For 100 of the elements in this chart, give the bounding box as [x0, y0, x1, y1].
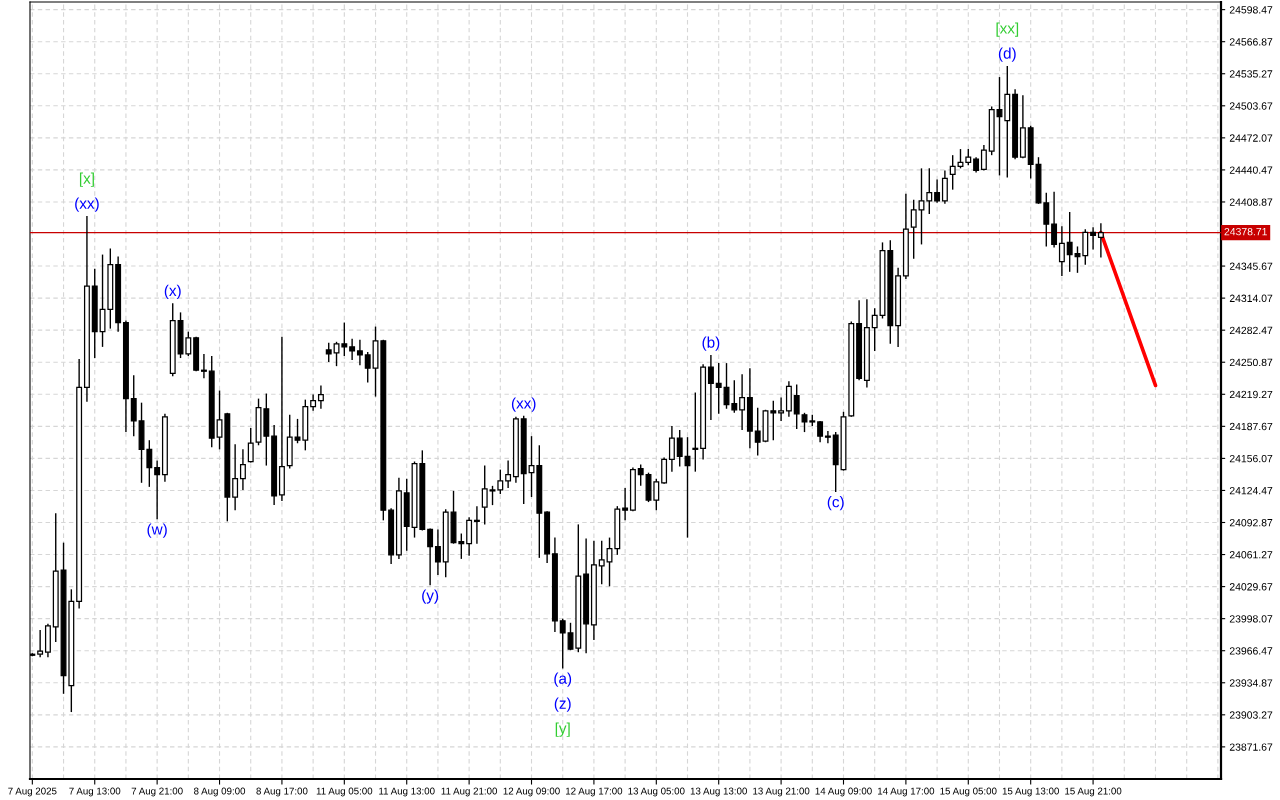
x-tick-label: 15 Aug 05:00: [940, 787, 997, 797]
annotation: (z): [554, 697, 571, 712]
candlestick: [793, 383, 800, 430]
x-tick-label: 11 Aug 13:00: [379, 787, 435, 797]
candlestick: [1090, 226, 1097, 251]
annotation: (c): [827, 496, 844, 511]
candlestick: [949, 154, 956, 191]
y-tick-label: 24598.47: [1229, 6, 1273, 14]
annotation: (d): [998, 47, 1016, 62]
candlestick: [559, 618, 566, 670]
candlestick: [466, 516, 473, 557]
candlestick: [239, 448, 246, 491]
candlestick: [1097, 222, 1104, 259]
x-tick-label: 13 Aug 21:00: [753, 787, 810, 797]
candlestick: [130, 374, 137, 437]
candlestick: [356, 339, 363, 366]
x-tick-label: 13 Aug 13:00: [690, 787, 747, 797]
y-tick-label: 24092.87: [1229, 519, 1273, 527]
annotation: (w): [147, 523, 167, 538]
y-tick-label: 23871.67: [1229, 743, 1273, 751]
candlestick: [637, 463, 644, 487]
candlestick: [918, 167, 925, 246]
candlestick: [317, 384, 324, 410]
x-tick-label: 14 Aug 09:00: [815, 787, 872, 797]
candlestick: [715, 362, 722, 415]
candlestick: [427, 527, 434, 586]
y-tick-label: 24124.47: [1229, 486, 1273, 495]
candlestick: [926, 167, 933, 215]
x-tick-label: 11 Aug 05:00: [316, 787, 373, 797]
candlestick: [739, 373, 746, 431]
annotation: [xx]: [996, 22, 1019, 37]
x-tick-label: 12 Aug 09:00: [503, 787, 560, 797]
y-tick-label: 24061.27: [1229, 551, 1273, 559]
y-tick-label: 24282.47: [1229, 326, 1273, 335]
y-tick-label: 24566.87: [1229, 38, 1273, 46]
candlestick: [676, 429, 683, 468]
x-tick-label: 15 Aug 13:00: [1002, 787, 1059, 797]
x-tick-label: 11 Aug 21:00: [441, 787, 498, 797]
y-tick-label: 24314.07: [1229, 294, 1273, 302]
annotation: (b): [702, 336, 720, 351]
annotation: (y): [422, 589, 439, 604]
candlestick: [778, 396, 785, 422]
y-tick-label: 24187.67: [1229, 422, 1273, 431]
y-tick-label: 24472.07: [1229, 134, 1273, 142]
x-tick-label: 12 Aug 17:00: [566, 787, 623, 797]
ref-line-label: 24378.71: [1224, 227, 1267, 236]
candlestick: [481, 464, 488, 526]
candlestick: [364, 351, 371, 384]
annotation: [x]: [79, 172, 94, 187]
candlestick: [980, 144, 987, 172]
candlestick: [1043, 192, 1050, 248]
y-tick-label: 24440.47: [1229, 166, 1273, 174]
candlestick: [653, 478, 660, 511]
x-tick-label: 8 Aug 09:00: [194, 787, 246, 797]
x-tick-label: 14 Aug 17:00: [877, 787, 935, 797]
candlestick: [731, 379, 738, 414]
candlestick: [1082, 228, 1089, 266]
y-tick-label: 23998.07: [1229, 615, 1273, 623]
y-tick-label: 24029.67: [1229, 583, 1273, 591]
candlestick: [1058, 225, 1065, 277]
y-tick-label: 24503.67: [1229, 102, 1273, 110]
candlestick: [824, 430, 831, 444]
y-tick-label: 24535.27: [1229, 70, 1273, 78]
candlestick: [934, 178, 941, 204]
candlestick: [505, 459, 512, 489]
candlestick: [247, 427, 254, 464]
y-tick-label: 23903.27: [1229, 711, 1273, 719]
candlestick: [692, 391, 699, 473]
candlestick: [232, 443, 239, 511]
candlestick: [598, 539, 605, 585]
candlestick: [707, 354, 714, 421]
candlestick: [754, 407, 761, 457]
candlestick: [434, 528, 441, 576]
x-tick-label: 15 Aug 21:00: [1065, 787, 1122, 797]
candlestick: [910, 199, 917, 260]
x-tick-label: 7 Aug 2025: [8, 787, 57, 797]
x-tick-label: 8 Aug 17:00: [256, 787, 308, 797]
candlestick: [37, 629, 44, 658]
candlestick: [622, 487, 629, 522]
candlestick: [801, 412, 808, 433]
annotation: (x): [164, 284, 181, 300]
candlestick: [349, 338, 356, 361]
candlestick: [941, 169, 948, 205]
y-tick-label: 23966.47: [1229, 647, 1273, 655]
y-tick-label: 23934.87: [1229, 679, 1273, 687]
x-tick-label: 13 Aug 05:00: [628, 787, 685, 797]
annotation: (xx): [75, 197, 99, 212]
y-tick-label: 24219.27: [1229, 390, 1273, 399]
y-tick-label: 24408.87: [1229, 198, 1273, 206]
candlestick: [871, 307, 878, 352]
candlestick: [770, 399, 777, 441]
candlestick: [668, 425, 675, 473]
candlestick: [325, 342, 332, 363]
candlestick: [661, 456, 668, 485]
x-tick-label: 7 Aug 13:00: [69, 787, 121, 797]
y-tick-label: 24250.87: [1229, 358, 1273, 367]
candlestick: [473, 505, 480, 545]
candlestick: [1051, 190, 1058, 249]
candlestick: [200, 353, 207, 380]
y-tick-label: 24345.67: [1229, 262, 1273, 270]
